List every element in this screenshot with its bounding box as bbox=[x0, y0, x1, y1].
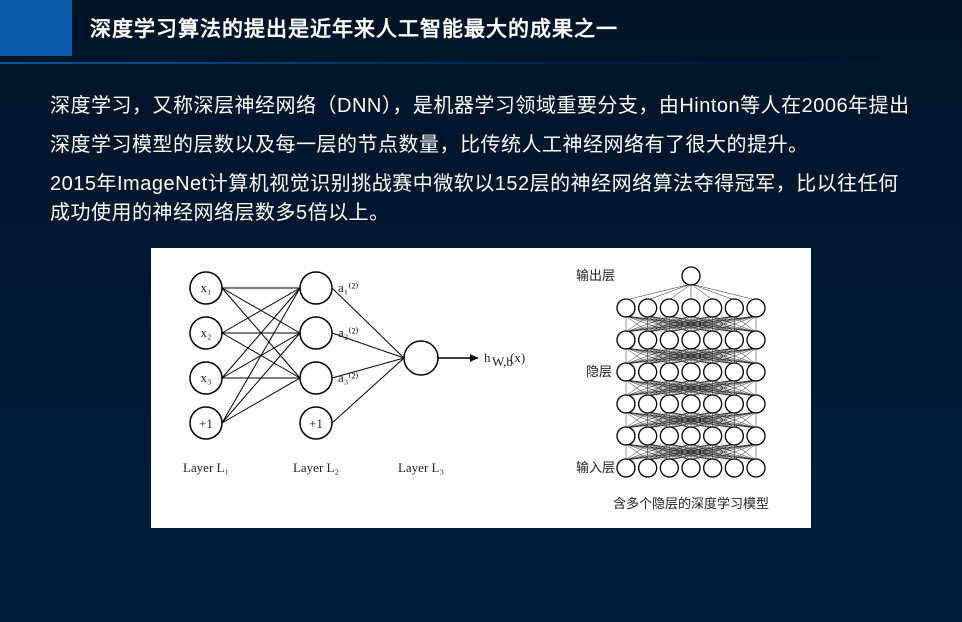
page-title: 深度学习算法的提出是近年来人工智能最大的成果之一 bbox=[90, 13, 618, 43]
svg-text:a₁⁽²⁾: a₁⁽²⁾ bbox=[338, 280, 359, 295]
figure-wrap: x₁x₂x₃+1a₁⁽²⁾a₂⁽²⁾a₃⁽²⁾+1hW,b(x)Layer L₁… bbox=[50, 248, 912, 528]
svg-text:输出层: 输出层 bbox=[576, 268, 615, 283]
svg-text:(x): (x) bbox=[510, 350, 525, 365]
svg-text:x₂: x₂ bbox=[200, 325, 211, 340]
svg-text:x₁: x₁ bbox=[200, 280, 211, 295]
paragraph-1: 深度学习，又称深层神经网络（DNN），是机器学习领域重要分支，由Hinton等人… bbox=[50, 92, 912, 121]
neural-network-figure: x₁x₂x₃+1a₁⁽²⁾a₂⁽²⁾a₃⁽²⁾+1hW,b(x)Layer L₁… bbox=[151, 248, 811, 528]
svg-text:h: h bbox=[484, 350, 491, 365]
svg-text:a₂⁽²⁾: a₂⁽²⁾ bbox=[338, 325, 359, 340]
svg-text:+1: +1 bbox=[309, 416, 323, 431]
header-accent-box bbox=[0, 0, 72, 56]
svg-text:隐层: 隐层 bbox=[586, 364, 612, 379]
svg-text:Layer L₂: Layer L₂ bbox=[293, 460, 339, 475]
svg-text:Layer L₁: Layer L₁ bbox=[183, 460, 229, 475]
svg-text:x₃: x₃ bbox=[200, 370, 211, 385]
header: 深度学习算法的提出是近年来人工智能最大的成果之一 bbox=[0, 0, 962, 56]
paragraph-3: 2015年ImageNet计算机视觉识别挑战赛中微软以152层的神经网络算法夺得… bbox=[50, 170, 912, 228]
nn-svg: x₁x₂x₃+1a₁⁽²⁾a₂⁽²⁾a₃⁽²⁾+1hW,b(x)Layer L₁… bbox=[151, 248, 811, 528]
svg-text:含多个隐层的深度学习模型: 含多个隐层的深度学习模型 bbox=[613, 496, 769, 511]
svg-text:输入层: 输入层 bbox=[576, 460, 615, 475]
content-area: 深度学习，又称深层神经网络（DNN），是机器学习领域重要分支，由Hinton等人… bbox=[0, 64, 962, 528]
paragraph-2: 深度学习模型的层数以及每一层的节点数量，比传统人工神经网络有了很大的提升。 bbox=[50, 131, 912, 160]
svg-text:+1: +1 bbox=[199, 416, 213, 431]
svg-text:a₃⁽²⁾: a₃⁽²⁾ bbox=[338, 370, 359, 385]
svg-text:Layer L₃: Layer L₃ bbox=[398, 460, 444, 475]
